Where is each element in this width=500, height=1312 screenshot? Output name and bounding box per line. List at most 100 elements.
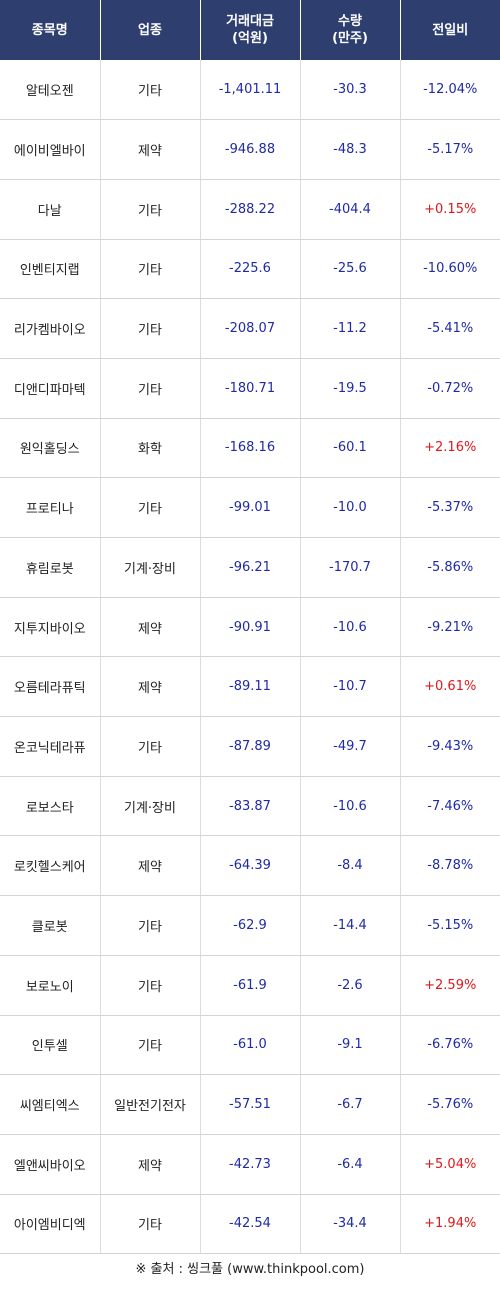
cell-amount: -225.6 [200, 239, 301, 300]
cell-sector: 기계·장비 [100, 776, 201, 837]
cell-change: -5.17% [400, 119, 500, 180]
table-row: 로보스타 기계·장비 -83.87 -10.6 -7.46% [0, 776, 500, 837]
cell-name: 리가켐바이오 [0, 298, 101, 359]
cell-qty: -6.7 [300, 1074, 401, 1135]
cell-name: 온코닉테라퓨 [0, 716, 101, 777]
table-header-row: 종목명 업종 거래대금 (억원) 수량 (만주) 전일비 [0, 0, 500, 60]
cell-qty: -14.4 [300, 895, 401, 956]
cell-amount: -208.07 [200, 298, 301, 359]
table-row: 휴림로봇 기계·장비 -96.21 -170.7 -5.86% [0, 537, 500, 598]
cell-qty: -60.1 [300, 418, 401, 479]
cell-qty: -30.3 [300, 60, 401, 121]
header-change: 전일비 [399, 0, 500, 60]
cell-amount: -64.39 [200, 835, 301, 897]
cell-change: +1.94% [400, 1194, 500, 1255]
cell-name: 오름테라퓨틱 [0, 656, 101, 718]
cell-change: -5.86% [400, 537, 500, 598]
cell-name: 로보스타 [0, 776, 101, 837]
cell-name: 아이엠비디엑 [0, 1194, 101, 1255]
cell-amount: -42.73 [200, 1134, 301, 1195]
cell-name: 씨엠티엑스 [0, 1074, 101, 1135]
header-label: 거래대금 [226, 14, 274, 29]
cell-sector: 제약 [100, 119, 201, 180]
cell-qty: -10.7 [300, 656, 401, 718]
cell-sector: 기타 [100, 1015, 201, 1076]
stock-table: 종목명 업종 거래대금 (억원) 수량 (만주) 전일비 알테오젠 기타 -1,401.11 -3… [0, 0, 500, 1255]
cell-change: +2.59% [400, 955, 500, 1016]
table-row: 디앤디파마텍 기타 -180.71 -19.5 -0.72% [0, 358, 500, 419]
cell-amount: -90.91 [200, 597, 301, 658]
table-row: 에이비엘바이 제약 -946.88 -48.3 -5.17% [0, 119, 500, 180]
cell-qty: -11.2 [300, 298, 401, 359]
cell-change: -5.41% [400, 298, 500, 359]
header-label: 업종 [138, 22, 162, 38]
cell-amount: -168.16 [200, 418, 301, 479]
cell-sector: 제약 [100, 656, 201, 718]
header-amount: 거래대금 (억원) [199, 0, 301, 60]
cell-change: -9.43% [400, 716, 500, 777]
header-label: 종목명 [31, 22, 68, 38]
cell-qty: -170.7 [300, 537, 401, 598]
cell-sector: 제약 [100, 1134, 201, 1195]
cell-change: +0.15% [400, 179, 500, 240]
cell-name: 보로노이 [0, 955, 101, 1016]
cell-sector: 기타 [100, 895, 201, 956]
table-row: 클로봇 기타 -62.9 -14.4 -5.15% [0, 895, 500, 956]
table-row: 지투지바이오 제약 -90.91 -10.6 -9.21% [0, 597, 500, 658]
table-body: 알테오젠 기타 -1,401.11 -30.3 -12.04% 에이비엘바이 제약 -946.… [0, 60, 500, 1255]
cell-amount: -42.54 [200, 1194, 301, 1255]
cell-change: +0.61% [400, 656, 500, 718]
cell-name: 클로봇 [0, 895, 101, 956]
cell-change: +5.04% [400, 1134, 500, 1195]
cell-sector: 일반전기전자 [100, 1074, 201, 1135]
cell-amount: -61.9 [200, 955, 301, 1016]
cell-sector: 기타 [100, 477, 201, 538]
cell-change: -0.72% [400, 358, 500, 419]
cell-amount: -61.0 [200, 1015, 301, 1076]
cell-amount: -87.89 [200, 716, 301, 777]
cell-qty: -6.4 [300, 1134, 401, 1195]
cell-qty: -8.4 [300, 835, 401, 897]
header-label: 수량 [338, 14, 362, 29]
table-row: 원익홀딩스 화학 -168.16 -60.1 +2.16% [0, 418, 500, 479]
cell-qty: -25.6 [300, 239, 401, 300]
header-label: 전일비 [432, 22, 469, 38]
cell-name: 프로티나 [0, 477, 101, 538]
cell-sector: 제약 [100, 835, 201, 897]
cell-name: 디앤디파마텍 [0, 358, 101, 419]
table-row: 보로노이 기타 -61.9 -2.6 +2.59% [0, 955, 500, 1016]
cell-name: 원익홀딩스 [0, 418, 101, 479]
cell-sector: 기타 [100, 358, 201, 419]
cell-change: -12.04% [400, 60, 500, 121]
header-name: 종목명 [0, 0, 101, 60]
cell-sector: 기타 [100, 1194, 201, 1255]
table-row: 로킷헬스케어 제약 -64.39 -8.4 -8.78% [0, 835, 500, 897]
cell-change: +2.16% [400, 418, 500, 479]
cell-name: 지투지바이오 [0, 597, 101, 658]
cell-change: -5.37% [400, 477, 500, 538]
cell-amount: -1,401.11 [200, 60, 301, 121]
header-sector: 업종 [99, 0, 201, 60]
cell-qty: -19.5 [300, 358, 401, 419]
cell-sector: 기타 [100, 239, 201, 300]
cell-amount: -288.22 [200, 179, 301, 240]
table-row: 씨엠티엑스 일반전기전자 -57.51 -6.7 -5.76% [0, 1074, 500, 1135]
table-row: 엘앤씨바이오 제약 -42.73 -6.4 +5.04% [0, 1134, 500, 1195]
cell-sector: 화학 [100, 418, 201, 479]
cell-name: 인벤티지랩 [0, 239, 101, 300]
cell-change: -6.76% [400, 1015, 500, 1076]
cell-amount: -89.11 [200, 656, 301, 718]
cell-sector: 기타 [100, 955, 201, 1016]
cell-change: -5.76% [400, 1074, 500, 1135]
cell-sector: 기타 [100, 716, 201, 777]
cell-qty: -10.6 [300, 776, 401, 837]
table-row: 오름테라퓨틱 제약 -89.11 -10.7 +0.61% [0, 656, 500, 718]
cell-amount: -62.9 [200, 895, 301, 956]
cell-amount: -180.71 [200, 358, 301, 419]
cell-qty: -404.4 [300, 179, 401, 240]
cell-sector: 기타 [100, 60, 201, 121]
cell-amount: -96.21 [200, 537, 301, 598]
cell-amount: -946.88 [200, 119, 301, 180]
cell-sector: 제약 [100, 597, 201, 658]
